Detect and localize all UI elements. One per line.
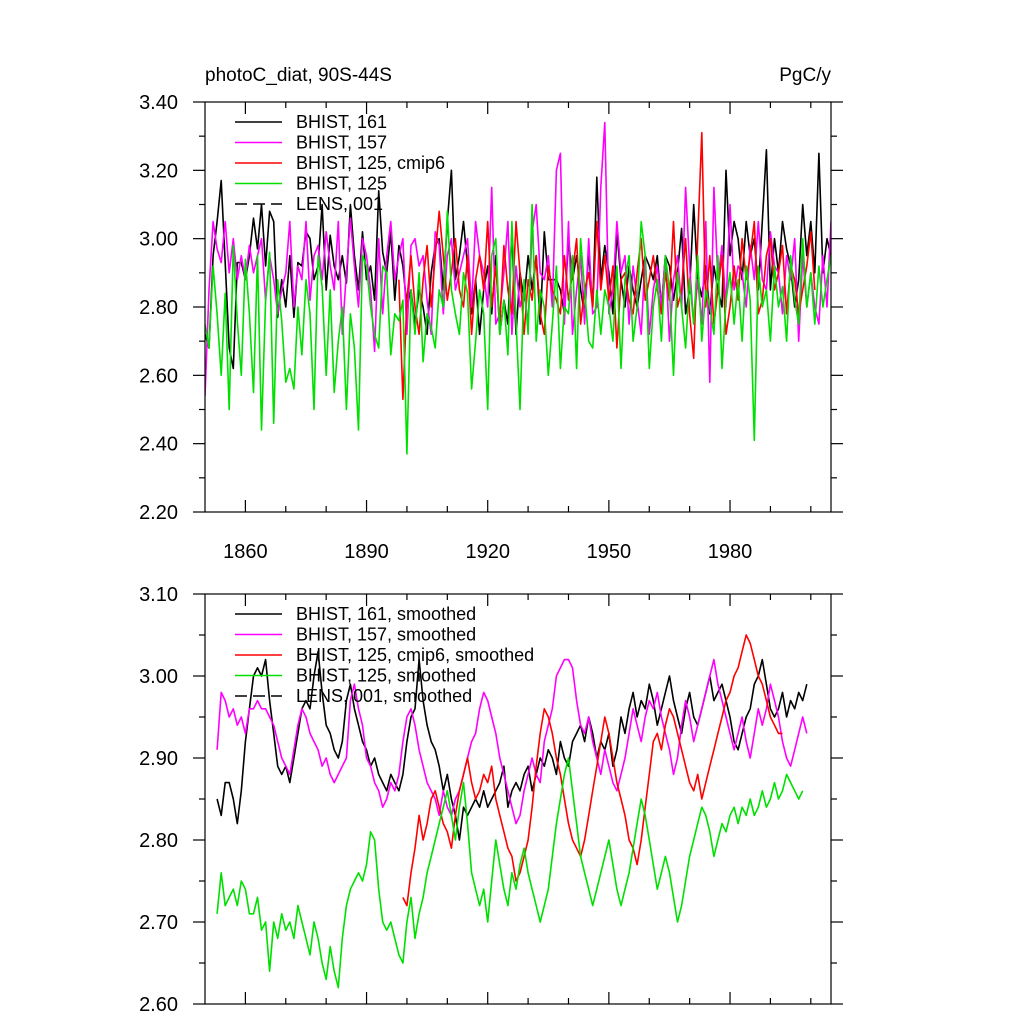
legend-label-2: BHIST, 157, smoothed xyxy=(296,625,476,645)
x-tick-label: 1860 xyxy=(223,541,268,563)
x-tick-label: 1890 xyxy=(344,541,389,563)
x-tick-label: 1920 xyxy=(465,541,510,563)
series-line-3 xyxy=(402,634,783,907)
panel-1: 1860 1890 1920 1950 1980 2.20 2.40 2.60 2.80 3.00… xyxy=(139,65,843,563)
series-line-4 xyxy=(216,757,804,989)
chart-units: PgC/y xyxy=(779,65,831,86)
y-tick-label: 2.70 xyxy=(139,912,178,934)
series-line-4 xyxy=(205,203,831,455)
y-tick-label: 2.80 xyxy=(139,297,178,319)
series-group xyxy=(205,121,831,455)
y-tick-label: 2.20 xyxy=(139,502,178,524)
panel-2: 2.60 2.70 2.80 2.90 3.00 3.10 BHIST, 161, smoo… xyxy=(139,584,843,1016)
series-group xyxy=(216,634,808,989)
chart-title: photoC_diat, 90S-44S xyxy=(205,65,392,86)
series-line-2 xyxy=(216,658,808,825)
y-tick-label: 3.00 xyxy=(139,229,178,251)
x-tick-label: 1980 xyxy=(708,541,753,563)
legend-label-3: BHIST, 125, cmip6 xyxy=(296,153,445,173)
legend-label-5: LENS, 001 xyxy=(296,194,383,214)
y-tick-label: 2.90 xyxy=(139,748,178,770)
legend-label-1: BHIST, 161 xyxy=(296,112,387,132)
legend-label-1: BHIST, 161, smoothed xyxy=(296,604,476,624)
y-tick-label: 3.10 xyxy=(139,584,178,606)
y-tick-label: 2.40 xyxy=(139,434,178,456)
y-tick-label: 3.40 xyxy=(139,92,178,114)
y-tick-label: 2.60 xyxy=(139,994,178,1016)
legend-label-4: BHIST, 125 xyxy=(296,174,387,194)
legend-label-2: BHIST, 157 xyxy=(296,133,387,153)
legend-label-4: BHIST, 125, smoothed xyxy=(296,666,476,686)
y-tick-label: 3.00 xyxy=(139,666,178,688)
y-tick-label: 3.20 xyxy=(139,160,178,182)
y-tick-label: 2.80 xyxy=(139,830,178,852)
y-tick-label: 2.60 xyxy=(139,365,178,387)
legend-label-5: LENS, 001, smoothed xyxy=(296,686,472,706)
legend-label-3: BHIST, 125, cmip6, smoothed xyxy=(296,645,534,665)
x-tick-label: 1950 xyxy=(587,541,632,563)
